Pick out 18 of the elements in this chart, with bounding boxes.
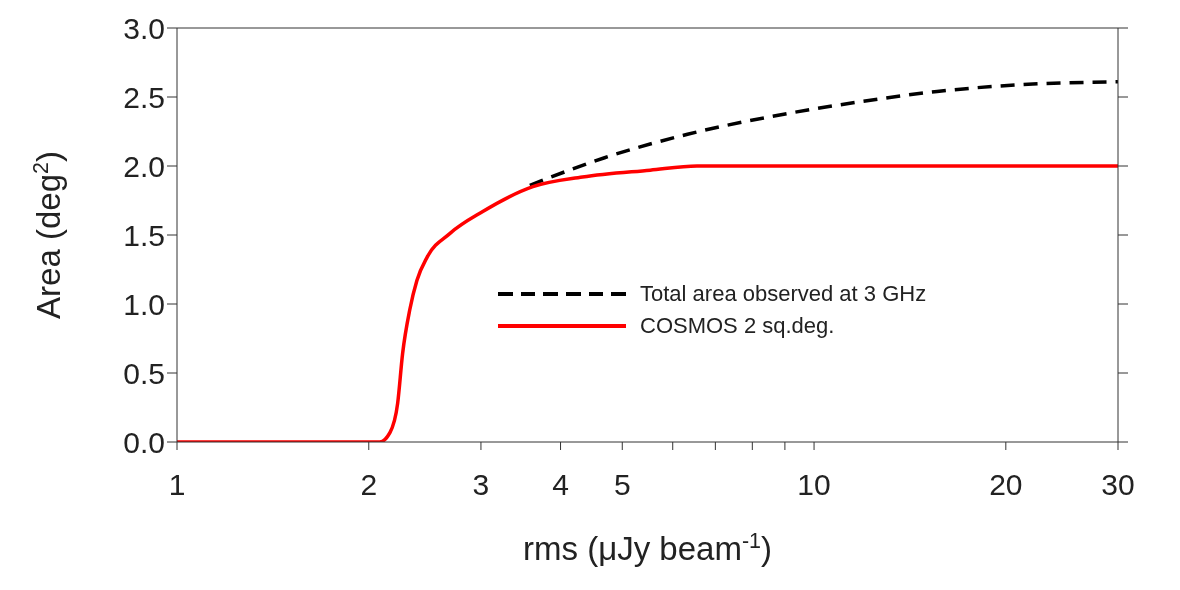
y-tick-label: 2.0 bbox=[123, 149, 165, 183]
x-axis-title: rms (μJy beam$^{-1}$) bbox=[523, 529, 772, 567]
x-tick-label: 5 bbox=[613, 468, 631, 502]
x-tick-label: 4 bbox=[552, 468, 569, 502]
y-tick-label: 0.5 bbox=[123, 356, 165, 390]
x-tick-label: 30 bbox=[1101, 468, 1135, 502]
y-tick-label: 3.0 bbox=[123, 11, 165, 45]
x-tick-label: 1 bbox=[168, 468, 186, 502]
y-tick-label: 2.5 bbox=[123, 80, 165, 114]
x-tick-label: 3 bbox=[472, 468, 490, 502]
legend-label: Total area observed at 3 GHz bbox=[640, 280, 927, 308]
legend-label: COSMOS 2 sq.deg. bbox=[640, 312, 835, 340]
x-tick-label: 20 bbox=[989, 468, 1023, 502]
y-tick-label: 1.0 bbox=[123, 287, 165, 321]
x-tick-label: 10 bbox=[797, 468, 831, 502]
x-tick-label: 2 bbox=[360, 468, 378, 502]
y-tick-label: 0.0 bbox=[123, 425, 165, 459]
y-tick-label: 1.5 bbox=[123, 218, 165, 252]
